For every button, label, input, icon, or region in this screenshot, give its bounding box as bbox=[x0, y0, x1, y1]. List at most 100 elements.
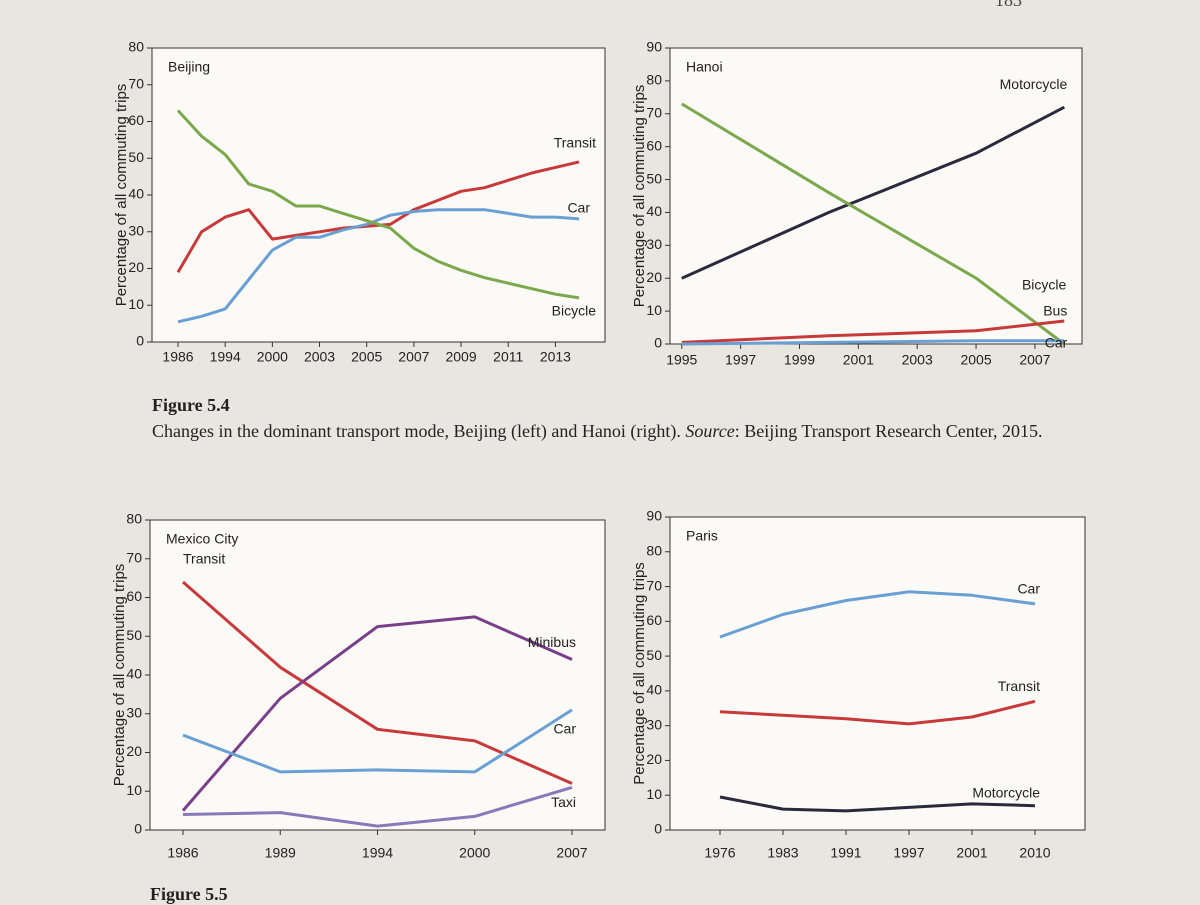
chart: 1995 1997 1999 2001 2003 2005 2007 0 10 20 30 40 50 6… bbox=[631, 39, 1083, 368]
series-line bbox=[719, 795, 1036, 813]
x-tick-label: 2003 bbox=[902, 352, 933, 368]
chart: 1986 1989 1994 2000 2007 0 10 20 30 40 50 60 70 80 Mex… bbox=[111, 511, 606, 861]
x-tick-label: 1997 bbox=[725, 352, 756, 368]
y-tick-label: 70 bbox=[128, 75, 144, 91]
series-line bbox=[681, 319, 1065, 344]
chart-title: Beijing bbox=[168, 59, 210, 75]
x-tick-label: 1994 bbox=[210, 349, 241, 365]
chart: 1986 1994 2000 2003 2005 2007 2009 2011 2013 0 10 2… bbox=[113, 39, 606, 365]
x-tick-label: 2013 bbox=[540, 349, 571, 365]
page-number: 183 bbox=[995, 0, 1022, 10]
y-tick-label: 30 bbox=[128, 222, 144, 238]
y-tick-label: 50 bbox=[126, 627, 142, 643]
series-label: Transit bbox=[998, 678, 1040, 694]
x-tick-label: 1986 bbox=[162, 349, 193, 365]
y-tick-label: 50 bbox=[646, 647, 662, 663]
y-tick-label: 40 bbox=[128, 186, 144, 202]
x-tick-label: 1991 bbox=[830, 845, 861, 861]
x-tick-label: 2005 bbox=[351, 349, 382, 365]
series-line bbox=[681, 339, 1065, 346]
series-label: Car bbox=[1045, 334, 1068, 350]
series-label: Bicycle bbox=[552, 303, 597, 319]
series-label: Transit bbox=[183, 551, 225, 567]
x-tick-label: 2007 bbox=[556, 845, 587, 861]
y-tick-label: 40 bbox=[646, 203, 662, 219]
x-tick-label: 2000 bbox=[459, 845, 490, 861]
caption-text: Changes in the dominant transport mode, … bbox=[152, 421, 681, 441]
series-line bbox=[182, 708, 573, 774]
y-tick-label: 20 bbox=[128, 259, 144, 275]
x-tick-label: 2011 bbox=[493, 349, 523, 365]
series-line bbox=[176, 109, 580, 300]
series-line bbox=[681, 102, 1066, 346]
series-line bbox=[681, 105, 1065, 280]
y-tick-label: 30 bbox=[646, 236, 662, 252]
x-tick-label: 1999 bbox=[784, 352, 815, 368]
y-tick-label: 70 bbox=[646, 577, 662, 593]
y-tick-label: 50 bbox=[646, 170, 662, 186]
chart-title: Hanoi bbox=[686, 59, 723, 75]
y-tick-label: 90 bbox=[646, 508, 662, 524]
series-line bbox=[181, 615, 573, 812]
y-tick-label: 0 bbox=[654, 821, 662, 837]
y-tick-label: 20 bbox=[646, 269, 662, 285]
y-tick-label: 80 bbox=[646, 72, 662, 88]
chart-title: Paris bbox=[686, 528, 718, 544]
y-tick-label: 80 bbox=[646, 542, 662, 558]
x-tick-label: 1995 bbox=[666, 352, 697, 368]
x-tick-label: 1994 bbox=[362, 845, 393, 861]
x-tick-label: 2007 bbox=[1019, 352, 1050, 368]
series-label: Transit bbox=[554, 135, 596, 151]
caption-source-label: Source bbox=[685, 421, 735, 441]
series-label: Bicycle bbox=[1022, 277, 1067, 293]
y-tick-label: 60 bbox=[646, 137, 662, 153]
y-tick-label: 60 bbox=[646, 612, 662, 628]
x-tick-label: 2003 bbox=[304, 349, 335, 365]
x-tick-label: 2007 bbox=[398, 349, 429, 365]
x-tick-label: 1997 bbox=[893, 845, 924, 861]
y-tick-label: 60 bbox=[126, 588, 142, 604]
y-axis-label: Percentage of all commuting trips bbox=[631, 85, 648, 308]
y-axis-label: Percentage of all commuting trips bbox=[113, 84, 130, 307]
series-label: Motorcycle bbox=[972, 784, 1040, 800]
y-axis-label: Percentage of all commuting trips bbox=[111, 564, 128, 787]
caption-label: Figure 5.4 bbox=[152, 395, 230, 415]
y-tick-label: 80 bbox=[128, 39, 144, 55]
x-tick-label: 2010 bbox=[1019, 845, 1050, 861]
chart: 1976 1983 1991 1997 2001 2010 0 10 20 30 40 50 60 70 8… bbox=[631, 508, 1086, 861]
x-tick-label: 2001 bbox=[843, 352, 874, 368]
y-tick-label: 90 bbox=[646, 39, 662, 55]
y-tick-label: 50 bbox=[128, 149, 144, 165]
y-tick-label: 30 bbox=[646, 716, 662, 732]
series-line bbox=[719, 699, 1036, 726]
caption: Figure 5.4 Changes in the dominant trans… bbox=[152, 392, 1052, 444]
y-tick-label: 70 bbox=[646, 104, 662, 120]
y-tick-label: 10 bbox=[646, 786, 662, 802]
y-tick-label: 10 bbox=[126, 782, 142, 798]
series-label: Bus bbox=[1043, 303, 1067, 319]
y-tick-label: 20 bbox=[646, 751, 662, 767]
series-label: Car bbox=[567, 200, 590, 216]
x-tick-label: 1976 bbox=[704, 845, 735, 861]
x-tick-label: 1989 bbox=[265, 845, 296, 861]
next-caption: Figure 5.5 bbox=[150, 884, 228, 904]
y-tick-label: 0 bbox=[134, 821, 142, 837]
y-tick-label: 0 bbox=[654, 335, 662, 351]
y-tick-label: 40 bbox=[126, 666, 142, 682]
series-line bbox=[182, 580, 573, 785]
y-tick-label: 70 bbox=[126, 549, 142, 565]
series-label: Car bbox=[1017, 581, 1040, 597]
caption-source: : Beijing Transport Research Center, 201… bbox=[734, 421, 1043, 441]
x-tick-label: 1983 bbox=[767, 845, 798, 861]
series-line bbox=[719, 590, 1036, 639]
x-tick-label: 1986 bbox=[167, 845, 198, 861]
y-tick-label: 80 bbox=[126, 511, 142, 527]
series-label: Taxi bbox=[551, 794, 576, 810]
x-tick-label: 2001 bbox=[956, 845, 987, 861]
plot-frame bbox=[149, 519, 606, 831]
y-axis-label: Percentage of all commuting trips bbox=[631, 562, 648, 785]
y-tick-label: 60 bbox=[128, 112, 144, 128]
y-tick-label: 40 bbox=[646, 682, 662, 698]
